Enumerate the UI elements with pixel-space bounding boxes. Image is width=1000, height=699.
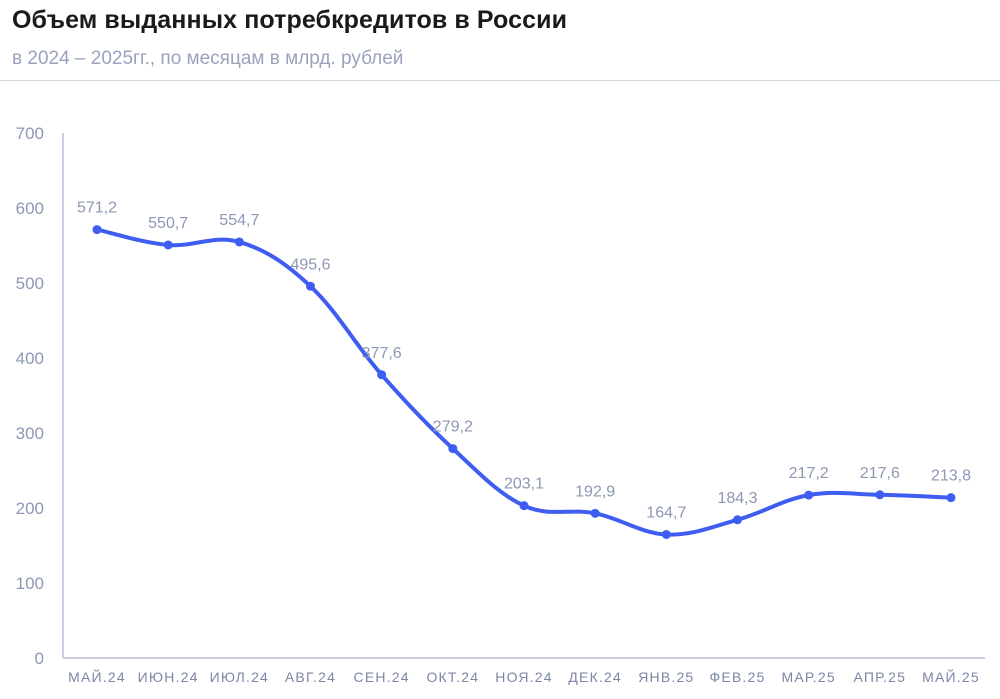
y-tick-label: 400: [16, 349, 44, 368]
data-label: 213,8: [931, 468, 971, 485]
data-point: [519, 501, 529, 511]
x-tick-label: ИЮЛ.24: [210, 669, 269, 685]
chart-title: Объем выданных потребкредитов в России: [12, 6, 568, 34]
x-tick-label: НОЯ.24: [495, 669, 552, 685]
data-label: 217,2: [789, 465, 829, 482]
data-label: 550,7: [148, 215, 188, 232]
x-tick-label: МАР.25: [781, 669, 835, 685]
data-point: [306, 281, 315, 291]
data-point: [804, 490, 814, 500]
x-tick-label: ДЕК.24: [568, 669, 622, 685]
data-point: [946, 493, 956, 503]
x-tick-label: СЕН.24: [354, 669, 410, 685]
header-divider: [0, 80, 1000, 81]
data-point: [92, 225, 102, 235]
data-point: [377, 370, 387, 380]
x-tick-label: МАЙ.25: [922, 668, 980, 685]
y-tick-label: 700: [16, 124, 44, 143]
y-tick-label: 600: [16, 199, 44, 218]
data-point: [661, 529, 671, 539]
x-tick-label: АПР.25: [854, 669, 907, 685]
y-tick-label: 300: [16, 424, 44, 443]
data-point: [590, 508, 600, 518]
x-tick-label: МАЙ.24: [68, 668, 126, 685]
y-tick-label: 200: [16, 499, 44, 518]
data-label: 217,6: [860, 465, 900, 482]
y-tick-label: 100: [16, 574, 44, 593]
x-tick-label: ИЮН.24: [138, 669, 199, 685]
data-label: 571,2: [77, 200, 117, 217]
data-point: [448, 444, 458, 454]
data-label: 377,6: [362, 345, 402, 362]
data-label: 554,7: [219, 212, 259, 229]
data-label: 192,9: [575, 483, 615, 500]
data-point: [163, 240, 173, 250]
x-tick-label: АВГ.24: [285, 669, 336, 685]
y-tick-label: 0: [35, 649, 44, 668]
x-tick-label: ЯНВ.25: [638, 669, 694, 685]
x-tick-label: ОКТ.24: [426, 669, 479, 685]
data-label: 495,6: [290, 256, 330, 273]
data-label: 279,2: [433, 419, 473, 436]
data-point: [733, 515, 742, 525]
data-label: 184,3: [717, 490, 757, 507]
data-point: [875, 490, 885, 500]
chart-subtitle: в 2024 – 2025гг., по месяцам в млрд. руб…: [12, 48, 404, 69]
data-label: 164,7: [646, 504, 686, 521]
y-tick-label: 500: [16, 274, 44, 293]
data-point: [234, 237, 244, 247]
x-tick-label: ФЕВ.25: [710, 669, 766, 685]
data-label: 203,1: [504, 476, 544, 493]
